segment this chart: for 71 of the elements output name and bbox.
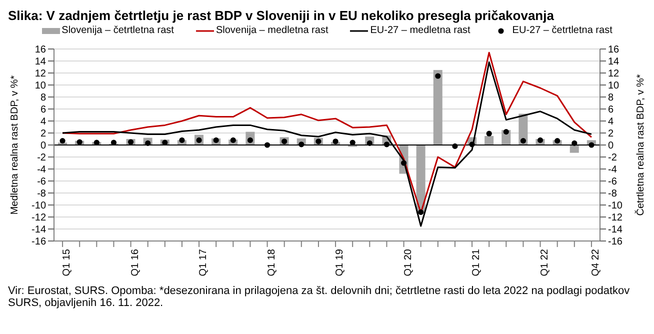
y-tick-label: 16 (34, 44, 46, 56)
y-tick-label: 12 (34, 68, 46, 80)
bar (570, 145, 579, 153)
x-tick-label: Q1 19 (334, 248, 346, 276)
point (298, 142, 304, 148)
point (418, 209, 424, 215)
chart-title: Slika: V zadnjem četrtletju je rast BDP v Sloveniji in v EU nekoliko presegla pričakovanja (8, 8, 555, 23)
y-tick-label: -4 (37, 164, 46, 176)
y2-axis-title: Četrtletna realna rast BDP, v %* (634, 74, 647, 216)
y2-tick-label: 2 (608, 128, 614, 140)
y-tick-label: -6 (37, 176, 46, 188)
legend-label: EU-27 – medletna rast (370, 25, 470, 36)
x-tick-label: Q1 22 (539, 248, 550, 276)
y2-tick-label: 8 (608, 92, 614, 104)
x-tick-label: Q1 20 (402, 248, 414, 276)
y2-tick-label: -4 (608, 164, 618, 176)
y2-tick-label: -8 (608, 188, 618, 200)
x-tick-label: Q4 22 (590, 248, 602, 276)
point (400, 160, 407, 166)
x-tick-label: Q1 21 (471, 248, 482, 276)
y2-tick-label: 16 (608, 44, 620, 56)
point (452, 143, 458, 149)
y-tick-label: -2 (37, 152, 46, 164)
y2-tick-label: -6 (608, 176, 618, 188)
y2-tick-label: 14 (608, 56, 620, 68)
point (503, 129, 509, 135)
y2-tick-label: -14 (608, 224, 623, 236)
point (572, 140, 578, 146)
y-tick-label: 8 (40, 92, 46, 104)
y2-tick-label: 4 (608, 116, 614, 128)
point (588, 142, 594, 148)
y-tick-label: -14 (32, 224, 46, 236)
y-axis-title: Medletna realna rast BDP, v %* (10, 75, 21, 215)
y2-tick-label: -12 (608, 212, 623, 224)
y2-tick-label: 10 (608, 80, 620, 92)
y-tick-label: -10 (32, 200, 46, 212)
legend-label: EU-27 – četrtletna rast (512, 25, 612, 36)
y-tick-label: -12 (32, 212, 46, 224)
y-tick-label: 4 (40, 116, 46, 128)
x-tick-label: Q1 18 (266, 248, 278, 276)
y2-tick-label: 0 (608, 140, 614, 152)
bar (484, 136, 494, 145)
point (230, 137, 236, 143)
text: Vir: Eurostat, SURS. Opomba: *desezonirana in prilagojena za št. delovnih dni; četrtletne rasti do leta 2022 na podlagi podatkov SURS, objavljenih 16. 11. 2022. (8, 285, 631, 309)
point (486, 130, 492, 136)
legend-label: Slovenija – četrtletna rast (62, 25, 174, 36)
y-tick-label: 14 (34, 56, 46, 68)
x-tick-label: Q1 16 (130, 248, 141, 276)
y2-tick-label: 6 (608, 104, 614, 116)
y-tick-label: 0 (40, 140, 46, 152)
x-tick-label: Q1 17 (198, 248, 210, 276)
point (60, 138, 66, 144)
bar (433, 70, 442, 145)
point (384, 142, 390, 148)
point (469, 142, 475, 148)
legend-label: Slovenija – medletna rast (216, 25, 328, 36)
y-tick-label: 10 (34, 80, 46, 92)
y2-tick-label: 12 (608, 68, 620, 80)
y2-tick-label: -10 (608, 200, 623, 212)
x-tick-label: Q1 15 (62, 248, 73, 276)
y-tick-label: -16 (32, 236, 46, 248)
point (179, 137, 185, 143)
y-tick-label: 6 (40, 104, 46, 116)
point (264, 142, 270, 148)
y2-tick-label: -2 (608, 152, 618, 164)
y-tick-label: -8 (37, 188, 46, 200)
point (435, 73, 441, 79)
point (520, 138, 526, 144)
y-tick-label: 2 (40, 128, 46, 140)
point (332, 138, 338, 144)
y2-tick-label: -16 (608, 236, 623, 248)
